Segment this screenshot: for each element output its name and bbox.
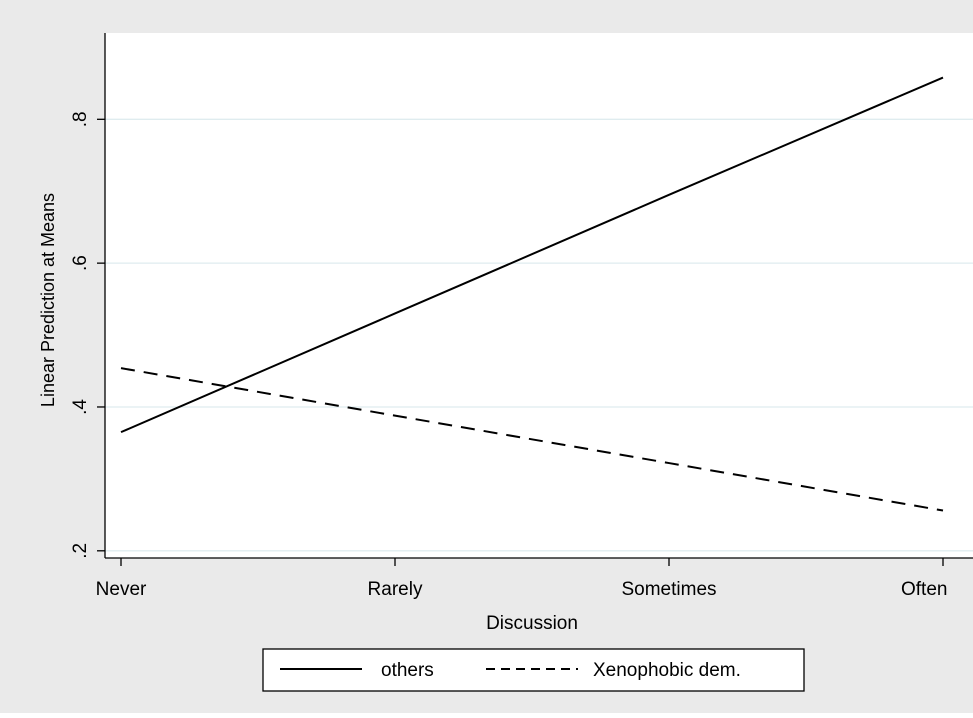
y-tick-label-2: .2	[70, 543, 91, 559]
x-tick-label-never: Never	[96, 579, 147, 600]
series-lines	[120, 76, 944, 512]
legend-label-others: others	[381, 660, 434, 681]
x-ticks: Never Rarely Sometimes Often	[96, 558, 947, 600]
series-line-xenophobic-dem	[120, 367, 944, 512]
plot-area	[105, 33, 973, 558]
y-ticks: .2 .4 .6 .8	[70, 111, 105, 559]
legend-label-xenophobic-dem: Xenophobic dem.	[593, 660, 741, 681]
y-tick-label-8: .8	[70, 111, 91, 127]
x-axis-label: Discussion	[486, 613, 578, 634]
series-line-others	[120, 76, 944, 434]
legend: others Xenophobic dem.	[262, 648, 805, 692]
x-tick-label-rarely: Rarely	[368, 579, 423, 600]
y-tick-label-6: .6	[70, 255, 91, 271]
y-axis-label: Linear Prediction at Means	[38, 193, 58, 407]
x-tick-label-often: Often	[901, 579, 947, 600]
y-tick-label-4: .4	[70, 399, 91, 415]
gridlines	[105, 118, 973, 552]
x-tick-label-sometimes: Sometimes	[621, 579, 716, 600]
